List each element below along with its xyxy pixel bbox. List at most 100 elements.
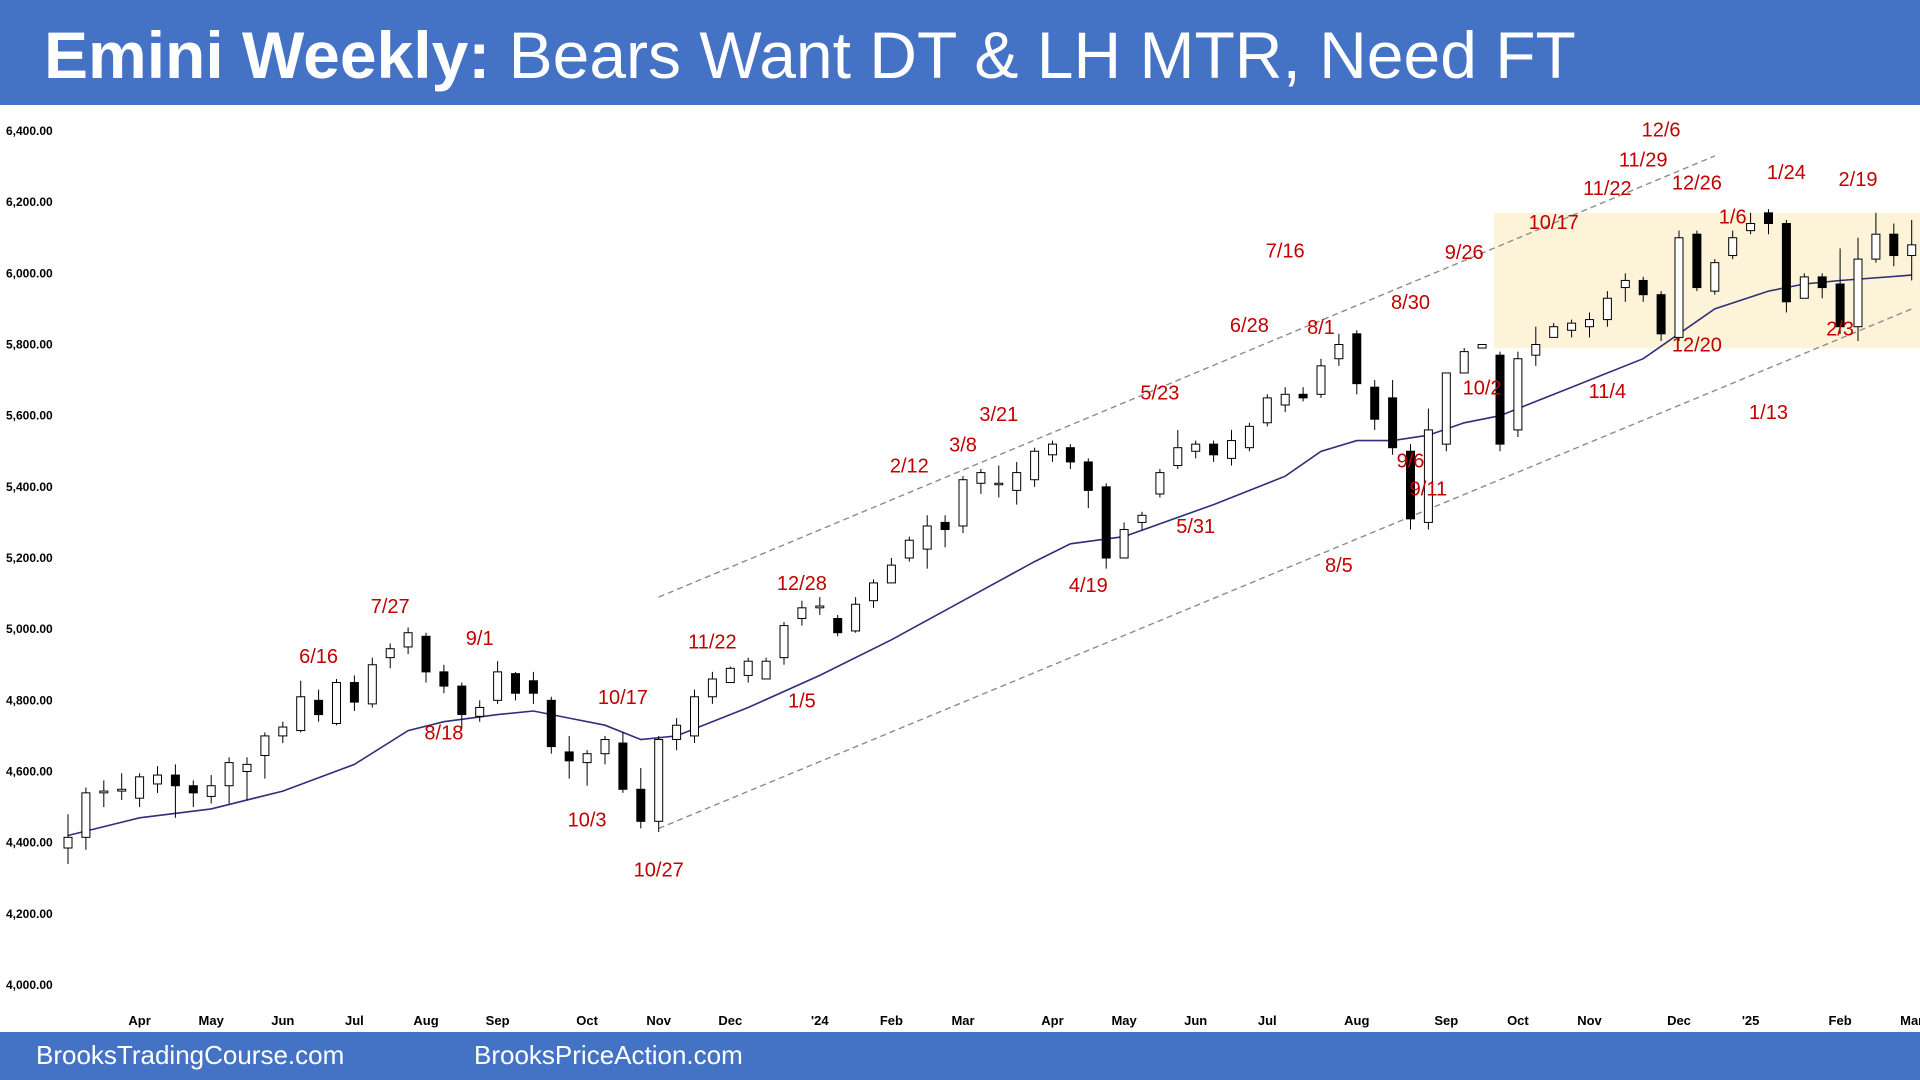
bull-candle <box>1674 237 1684 338</box>
bull-candle <box>1441 372 1451 445</box>
footer-banner: BrooksTradingCourse.com BrooksPriceActio… <box>0 1032 1920 1080</box>
x-tick-label: '24 <box>811 1013 829 1028</box>
bull-candle <box>1316 365 1326 395</box>
bear-candle <box>170 774 180 787</box>
y-tick-label: 5,600.00 <box>6 409 53 423</box>
x-tick-label: Aug <box>1344 1013 1369 1028</box>
title-banner: Emini Weekly: Bears Want DT & LH MTR, Ne… <box>0 0 1920 105</box>
bear-candle <box>1209 443 1219 456</box>
bull-candle <box>869 582 878 602</box>
bull-candle <box>99 790 109 794</box>
date-annotation: 1/5 <box>788 690 816 712</box>
x-tick-label: May <box>1111 1013 1137 1028</box>
bear-candle <box>349 682 359 703</box>
bear-candle <box>833 617 843 634</box>
bear-candle <box>1817 276 1827 289</box>
bull-candle <box>1746 223 1756 232</box>
bear-candle <box>1370 386 1380 420</box>
x-tick-label: Mar <box>951 1013 974 1028</box>
y-tick-label: 4,800.00 <box>6 693 53 707</box>
bull-candle <box>797 607 807 619</box>
bull-candle <box>1585 319 1594 328</box>
x-tick-label: Sep <box>486 1013 510 1028</box>
x-tick-label: Dec <box>718 1013 742 1028</box>
x-tick-label: Jun <box>271 1013 294 1028</box>
x-tick-label: May <box>199 1013 225 1028</box>
title-rest: Bears Want DT & LH MTR, Need FT <box>508 18 1576 92</box>
date-annotation: 11/22 <box>1583 178 1632 200</box>
bull-candle <box>1155 472 1165 495</box>
bull-candle <box>260 735 270 756</box>
bull-candle <box>1030 450 1040 481</box>
date-annotation: 2/12 <box>890 456 929 478</box>
title-bold: Emini Weekly: <box>44 18 491 92</box>
bull-candle <box>403 632 413 648</box>
bear-candle <box>1835 283 1845 328</box>
bear-candle <box>940 521 950 531</box>
bull-candle <box>1244 425 1254 449</box>
date-annotation: 7/16 <box>1266 240 1305 262</box>
x-tick-label: Apr <box>1041 1013 1063 1028</box>
y-tick-label: 5,800.00 <box>6 338 53 352</box>
date-annotation: 9/26 <box>1445 242 1484 264</box>
bear-candle <box>1298 393 1308 399</box>
footer-left-link[interactable]: BrooksTradingCourse.com <box>36 1040 345 1070</box>
bull-candle <box>81 792 91 838</box>
bull-candle <box>1191 443 1201 452</box>
bear-candle <box>528 680 538 694</box>
x-tick-label: Feb <box>880 1013 903 1028</box>
x-tick-label: Feb <box>1829 1013 1852 1028</box>
date-annotation: 7/27 <box>371 596 410 618</box>
date-annotation: 10/17 <box>1529 212 1579 234</box>
bull-candle <box>332 682 341 724</box>
date-annotation: 12/26 <box>1672 173 1722 195</box>
date-annotation: 6/16 <box>299 646 338 668</box>
date-annotation: 8/5 <box>1325 555 1353 577</box>
bull-candle <box>296 696 306 732</box>
bull-candle <box>725 667 735 684</box>
bull-candle <box>1334 344 1344 360</box>
bull-candle <box>1871 233 1881 260</box>
bear-candle <box>1083 461 1093 491</box>
bear-candle <box>1065 447 1075 463</box>
bull-candle <box>1620 279 1630 289</box>
bull-candle <box>761 660 771 680</box>
bull-candle <box>1602 297 1612 321</box>
bull-candle <box>1119 529 1129 559</box>
footer-right-link[interactable]: BrooksPriceAction.com <box>474 1040 743 1070</box>
bull-candle <box>582 753 592 764</box>
bear-candle <box>1764 212 1773 225</box>
x-tick-label: Jul <box>1258 1013 1277 1028</box>
x-tick-label: '25 <box>1742 1013 1760 1028</box>
bull-candle <box>779 625 789 659</box>
bull-candle <box>1907 244 1917 257</box>
date-annotation: 10/17 <box>598 687 648 709</box>
bull-candle <box>1549 326 1559 338</box>
bull-candle <box>385 648 395 659</box>
y-tick-label: 4,200.00 <box>6 907 53 921</box>
bear-candle <box>1692 233 1702 289</box>
page-title: Emini Weekly: Bears Want DT & LH MTR, Ne… <box>44 14 1576 96</box>
bear-candle <box>457 685 467 716</box>
channel-line <box>658 155 1716 598</box>
x-tick-label: Mar <box>1900 1013 1920 1028</box>
bull-candle <box>1423 429 1433 523</box>
bull-candle <box>224 762 234 787</box>
bull-candle <box>242 763 252 773</box>
x-tick-label: Nov <box>1577 1013 1602 1028</box>
date-annotation: 9/11 <box>1410 479 1447 501</box>
bull-candle <box>600 738 610 755</box>
date-annotation: 2/19 <box>1839 169 1878 191</box>
date-annotation: 10/3 <box>568 810 607 832</box>
bear-candle <box>1656 294 1666 335</box>
y-tick-label: 6,200.00 <box>6 195 53 209</box>
bear-candle <box>1388 397 1398 449</box>
date-annotation: 8/18 <box>424 722 463 744</box>
date-annotation: 1/24 <box>1767 162 1806 184</box>
bear-candle <box>314 699 324 716</box>
bear-candle <box>1406 450 1415 520</box>
bull-candle <box>1728 237 1738 257</box>
y-tick-label: 6,000.00 <box>6 266 53 280</box>
x-tick-label: Oct <box>576 1013 598 1028</box>
bear-candle <box>546 699 556 748</box>
